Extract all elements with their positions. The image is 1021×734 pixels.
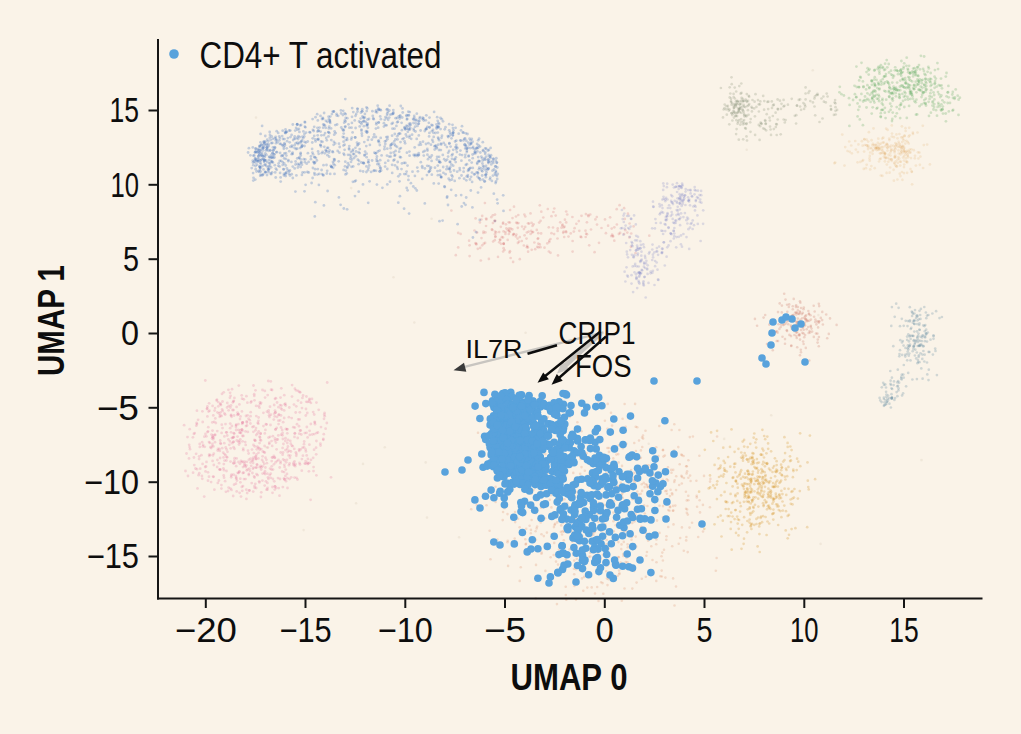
svg-text:0: 0 xyxy=(596,611,614,649)
svg-text:−5: −5 xyxy=(97,389,139,427)
svg-text:IL7R: IL7R xyxy=(466,335,523,363)
svg-text:−5: −5 xyxy=(484,611,526,649)
svg-text:5: 5 xyxy=(697,611,713,649)
svg-text:UMAP 0: UMAP 0 xyxy=(511,657,628,698)
svg-text:10: 10 xyxy=(111,166,140,204)
svg-text:FOS: FOS xyxy=(575,349,632,383)
svg-text:−10: −10 xyxy=(378,611,433,649)
svg-text:−15: −15 xyxy=(87,537,139,575)
svg-text:5: 5 xyxy=(123,240,139,278)
svg-text:15: 15 xyxy=(110,91,140,129)
svg-text:−20: −20 xyxy=(175,611,237,649)
svg-text:CRIP1: CRIP1 xyxy=(559,316,636,350)
svg-text:15: 15 xyxy=(889,611,919,649)
svg-text:0: 0 xyxy=(121,314,139,352)
svg-text:−15: −15 xyxy=(279,611,331,649)
svg-text:UMAP 1: UMAP 1 xyxy=(31,265,72,376)
svg-text:−10: −10 xyxy=(84,463,139,501)
svg-text:10: 10 xyxy=(790,611,819,649)
svg-text:CD4+ T activated: CD4+ T activated xyxy=(200,35,442,76)
